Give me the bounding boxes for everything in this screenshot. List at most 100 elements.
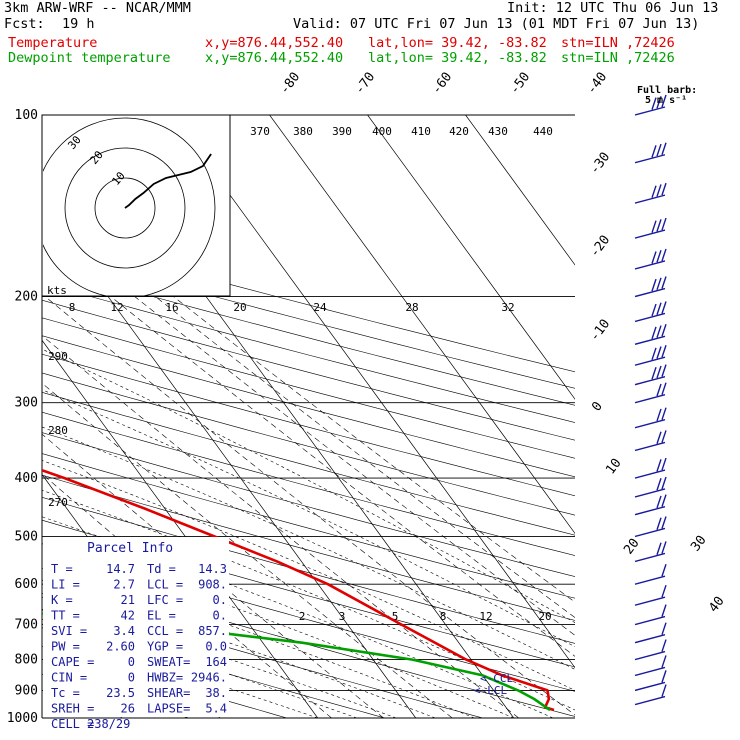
pressure-label: 200 xyxy=(15,290,38,305)
wind-barb-flag xyxy=(661,142,667,155)
wind-barb xyxy=(634,248,667,270)
dry-adiabat xyxy=(42,353,575,497)
wind-barb xyxy=(634,382,667,404)
parcel-label: TT = xyxy=(51,609,80,623)
wind-barb-flag xyxy=(661,276,667,289)
mixing-ratio-label: 28 xyxy=(405,301,418,314)
ccl-marker: <-CCL xyxy=(480,672,513,685)
init-time: Init: 12 UTC Thu 06 Jun 13 xyxy=(507,0,719,16)
wind-barb xyxy=(634,142,667,164)
wind-barbs xyxy=(634,94,667,706)
dry-adiabat xyxy=(42,249,575,389)
temperature-station: stn=ILN ,72426 xyxy=(561,35,675,51)
parcel-info-title: Parcel Info xyxy=(87,541,173,556)
parcel-value: 0 xyxy=(128,655,135,669)
wind-barb-staff xyxy=(634,418,666,429)
wind-barb-staff xyxy=(634,229,666,239)
wind-barb-flag xyxy=(661,430,667,443)
isotherm-label: -30 xyxy=(587,150,613,178)
wind-barb-flag xyxy=(651,185,657,198)
wind-barb-flag xyxy=(661,639,667,652)
wind-barb-staff xyxy=(634,441,666,452)
theta-label: 410 xyxy=(411,125,431,138)
parcel-label: T = xyxy=(51,562,73,576)
profiles xyxy=(42,468,555,712)
theta-label: 430 xyxy=(488,125,508,138)
wind-barb-flag xyxy=(651,251,657,264)
wind-barb-staff xyxy=(634,666,666,677)
dry-adiabat xyxy=(42,474,575,621)
wind-barb-flag xyxy=(661,301,667,314)
parcel-label: PW = xyxy=(51,640,80,654)
dry-adiabat xyxy=(42,299,575,441)
wind-barb-flag xyxy=(656,346,662,359)
parcel-value: 2.7 xyxy=(113,578,135,592)
parcel-value: 14.3 xyxy=(198,562,227,576)
parcel-label: YGP = xyxy=(147,640,183,654)
wind-barb xyxy=(634,276,667,298)
parcel-label: Td = xyxy=(147,562,176,576)
pressure-label: 900 xyxy=(15,683,38,698)
wind-barb-staff xyxy=(634,552,666,563)
isotherm-label: -80 xyxy=(277,70,303,98)
wind-barb xyxy=(634,94,667,116)
parcel-value: 2.60 xyxy=(106,640,135,654)
wind-barb xyxy=(634,407,667,429)
dewpoint-station: stn=ILN ,72426 xyxy=(561,50,675,66)
parcel-label: K = xyxy=(51,593,73,607)
dry-adiabat xyxy=(42,453,575,599)
parcel-value: 908. xyxy=(198,578,227,592)
mixing-ratio-line xyxy=(42,335,519,718)
wind-barb-flag xyxy=(661,94,667,108)
wind-barb-staff xyxy=(634,469,666,479)
wind-barb-staff xyxy=(634,505,666,516)
wind-barb xyxy=(634,564,667,585)
parcel-value: 0. xyxy=(213,609,227,623)
parcel-label: SVI = xyxy=(51,624,87,638)
isotherm-label: 10 xyxy=(603,456,624,478)
wind-barb-flag xyxy=(656,517,662,531)
theta-label: 390 xyxy=(332,125,352,138)
wind-barb-staff xyxy=(634,695,666,706)
wind-barb xyxy=(634,217,667,239)
wind-barb xyxy=(634,364,667,386)
wind-barb-flag xyxy=(661,584,667,598)
isotherm-label: -70 xyxy=(352,70,378,98)
dry-adiabat xyxy=(42,496,575,644)
parcel-value: 164 xyxy=(205,655,227,669)
wind-barb-staff xyxy=(634,394,666,404)
wind-barb-staff xyxy=(634,194,666,204)
hodograph-ring xyxy=(94,177,156,239)
pressure-label: 400 xyxy=(15,471,38,486)
parcel-info-panel xyxy=(43,537,229,717)
hodograph-trace xyxy=(124,153,212,209)
theta-label: 380 xyxy=(293,125,313,138)
wind-barb-flag xyxy=(661,684,667,697)
parcel-label: LFC = xyxy=(147,593,183,607)
mixing-ratio-label: 12 xyxy=(479,610,492,623)
isotherm xyxy=(465,115,575,266)
parcel-value: 2946. xyxy=(191,671,227,685)
mixing-ratio-label: 2 xyxy=(299,610,306,623)
wind-barb-staff xyxy=(634,260,666,270)
wind-barb-flag xyxy=(651,145,657,158)
mixing-ratio-label: 32 xyxy=(501,301,514,314)
wind-barb-flag xyxy=(656,184,662,197)
parcel-value: 3.4 xyxy=(113,624,135,638)
parcel-value: 23.5 xyxy=(106,686,135,700)
isotherm-label: 0 xyxy=(589,399,606,414)
theta-left-label: 290 xyxy=(48,350,68,363)
wind-barb-staff xyxy=(634,106,666,116)
hodograph-panel xyxy=(41,114,231,297)
isotherm-label: 20 xyxy=(621,536,642,558)
wind-barb-flag xyxy=(656,408,662,422)
wind-barb-flag xyxy=(661,564,667,577)
parcel-info-table: T = 14.7 Td = 14.3 LI = 2.7 LCL = 908. K = 21 LFC … xyxy=(51,562,227,731)
wind-barb xyxy=(634,494,667,516)
wind-barb-flag xyxy=(661,516,667,529)
wind-barb-flag xyxy=(656,219,662,232)
parcel-label: CELL = xyxy=(51,717,94,731)
theta-label: 420 xyxy=(449,125,469,138)
wind-barb-flag xyxy=(651,220,657,233)
parcel-label: CIN = xyxy=(51,671,87,685)
